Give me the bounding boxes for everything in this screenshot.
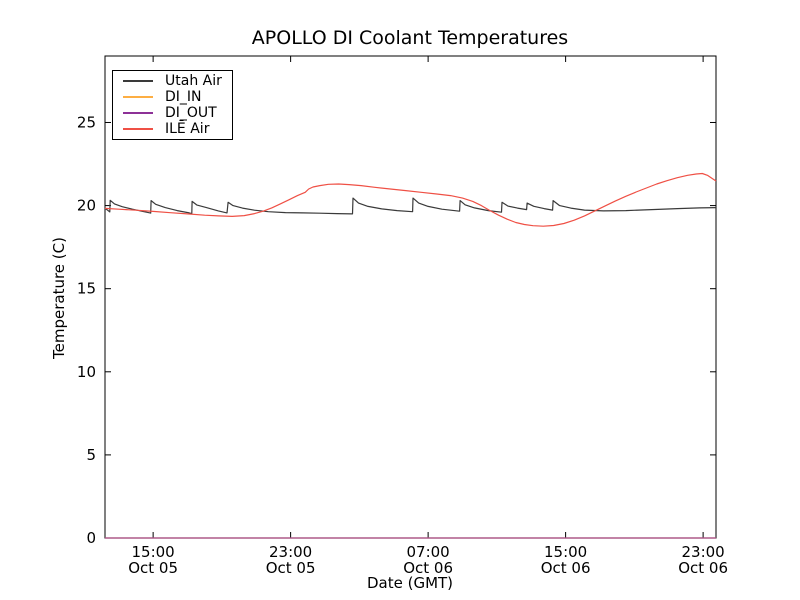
x-tick-date-label: Oct 06 — [678, 559, 728, 577]
legend-item-utah-air: Utah Air — [123, 73, 232, 89]
legend-label-di-out: DI_OUT — [165, 105, 217, 121]
y-tick-label: 5 — [86, 446, 96, 464]
y-tick-label: 25 — [77, 113, 96, 131]
x-axis-label: Date (GMT) — [367, 574, 453, 592]
y-tick-label: 10 — [77, 363, 96, 381]
y-tick-label: 20 — [77, 197, 96, 215]
legend-swatch-ile-air — [123, 128, 153, 130]
x-tick-date-label: Oct 05 — [266, 559, 316, 577]
y-axis-label: Temperature (C) — [50, 237, 68, 360]
legend-swatch-di-out — [123, 112, 153, 114]
x-tick-time-label: 23:00 — [269, 543, 312, 561]
legend-label-utah-air: Utah Air — [165, 73, 222, 89]
plot-series — [104, 172, 717, 539]
x-tick-time-label: 15:00 — [132, 543, 175, 561]
x-tick-time-label: 07:00 — [406, 543, 449, 561]
x-tick-date-label: Oct 05 — [128, 559, 178, 577]
x-tick-date-label: Oct 06 — [541, 559, 591, 577]
x-tick-time-label: 23:00 — [681, 543, 724, 561]
x-tick-time-label: 15:00 — [544, 543, 587, 561]
chart-title: APOLLO DI Coolant Temperatures — [252, 27, 568, 49]
legend: Utah Air DI_IN DI_OUT ILĒ Air — [112, 70, 233, 140]
x-tick-date-label: Oct 06 — [403, 559, 453, 577]
legend-label-di-in: DI_IN — [165, 89, 202, 105]
plot-line-utah-air — [104, 197, 717, 215]
plot-line-ile-air — [104, 172, 717, 227]
y-tick-label: 0 — [86, 529, 96, 547]
legend-item-di-in: DI_IN — [123, 89, 232, 105]
y-tick-label: 15 — [77, 280, 96, 298]
legend-item-ile-air: ILĒ Air — [123, 121, 232, 137]
legend-swatch-utah-air — [123, 80, 153, 82]
legend-item-di-out: DI_OUT — [123, 105, 232, 121]
legend-label-ile-air: ILĒ Air — [165, 121, 210, 137]
legend-swatch-di-in — [123, 96, 153, 98]
